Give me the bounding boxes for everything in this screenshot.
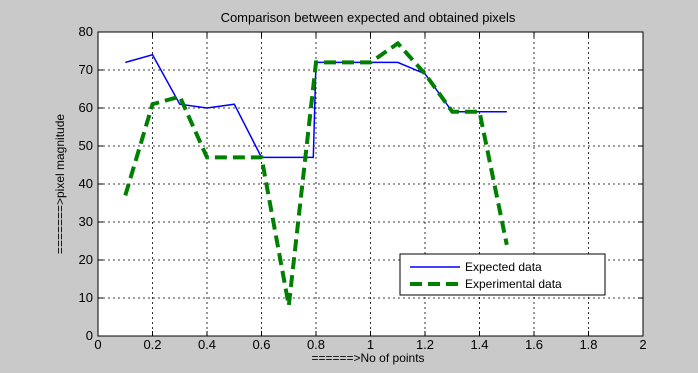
y-tick-label: 80 — [79, 24, 93, 39]
y-axis-label: =======>pixel magnitude — [53, 114, 67, 254]
x-tick-label: 1.6 — [525, 337, 543, 352]
legend-box — [399, 253, 606, 296]
x-tick-label: 1.2 — [416, 337, 434, 352]
chart-title: Comparison between expected and obtained… — [221, 10, 516, 25]
y-tick-label: 70 — [79, 62, 93, 77]
y-tick-label: 10 — [79, 290, 93, 305]
y-tick-label: 20 — [79, 252, 93, 267]
x-tick-label: 1 — [367, 337, 374, 352]
legend-label-1: Experimental data — [465, 277, 562, 291]
y-tick-label: 0 — [86, 328, 93, 343]
x-tick-label: 1.8 — [579, 337, 597, 352]
x-tick-label: 0.4 — [198, 337, 216, 352]
y-tick-label: 60 — [79, 100, 93, 115]
x-tick-label: 0 — [94, 337, 101, 352]
series-layer — [123, 40, 509, 306]
x-tick-label: 0.6 — [252, 337, 270, 352]
y-tick-label: 30 — [79, 214, 93, 229]
series-line-1 — [123, 40, 509, 306]
x-tick-label: 0.2 — [143, 337, 161, 352]
x-tick-label: 1.4 — [470, 337, 488, 352]
legend: Expected data Experimental data — [399, 253, 606, 296]
x-tick-label: 0.8 — [307, 337, 325, 352]
legend-label-0: Expected data — [465, 260, 542, 274]
y-tick-label: 50 — [79, 138, 93, 153]
x-axis-label: ======>No of points — [311, 351, 424, 365]
y-tick-label: 40 — [79, 176, 93, 191]
series-line-0 — [125, 53, 507, 159]
ticks: 0 0.2 0.4 0.6 0.8 1 1.2 1.4 1.6 1.8 20102030405060… — [79, 24, 647, 352]
x-tick-label: 2 — [639, 337, 646, 352]
